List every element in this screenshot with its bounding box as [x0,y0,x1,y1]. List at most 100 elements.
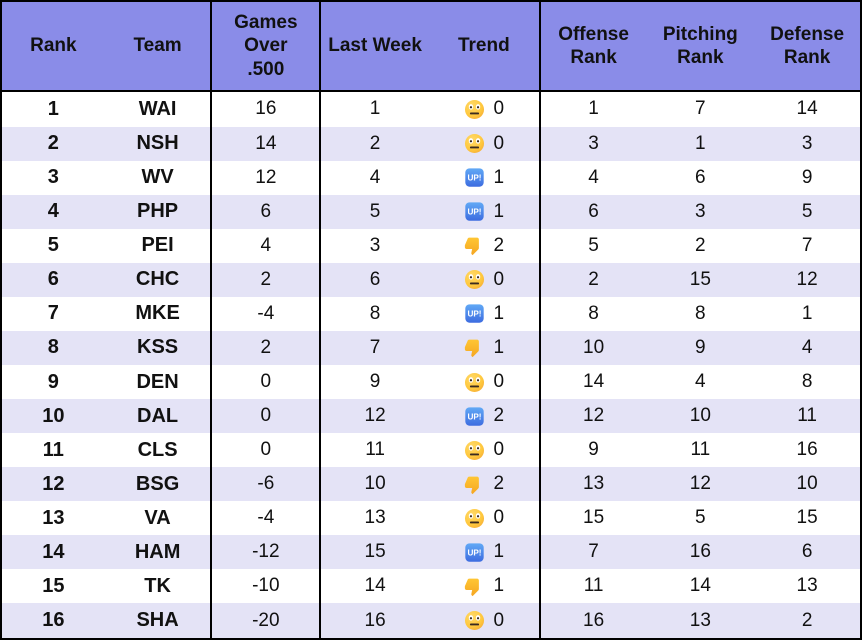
pitching-rank-cell: 10 [646,399,755,434]
up-button-icon [464,303,485,324]
trend-cell: 1 [428,160,541,195]
offense-rank-cell: 1 [588,98,599,120]
neutral-face-icon [464,269,485,290]
table-row: 7 MKE -4 8 1 8 8 1 [1,296,861,331]
offense-rank-cell: 12 [539,399,647,434]
pitching-rank-cell: 5 [695,507,706,529]
offense-rank-cell: 15 [583,507,605,529]
games-over-500-cell: 2 [211,262,322,297]
trend-value: 0 [493,507,505,529]
trend-value: 0 [493,98,505,120]
trend-indicator: 1 [429,337,539,359]
trend-cell: 1 [428,535,541,570]
table-row: 2 NSH 14 2 0 3 1 3 [1,126,861,161]
team-cell: HAM [104,535,213,570]
defense-rank-cell: 12 [754,262,861,297]
pitching-rank-cell: 12 [646,467,755,502]
table-row: 10 DAL 0 12 2 12 10 11 [1,399,861,434]
pitching-rank-cell: 13 [646,603,755,639]
defense-rank-cell: 16 [796,439,818,461]
col-header-team: Team [104,1,213,92]
last-week-cell: 6 [320,262,429,297]
col-header-games-over-500: Games Over .500 [211,1,322,92]
games-over-500-cell: 0 [211,364,322,400]
last-week-cell: 4 [369,166,381,188]
rank-cell: 13 [42,506,65,529]
rank-cell: 8 [1,330,105,365]
team-cell: MKE [104,296,213,331]
pitching-rank-cell: 3 [646,194,755,229]
trend-value: 1 [493,302,505,324]
rankings-body: 1 WAI 16 1 0 1 7 14 2 NSH 14 2 0 3 1 3 3… [1,91,861,639]
trend-indicator: 1 [429,201,539,223]
pitching-rank-cell: 14 [689,575,711,597]
table-row: 5 PEI 4 3 2 5 2 7 [1,228,861,263]
up-button-icon [464,542,485,563]
offense-rank-cell: 8 [588,302,599,324]
rank-cell: 11 [42,438,64,461]
trend-cell: 0 [428,262,541,297]
rank-cell: 6 [1,262,105,297]
last-week-cell: 8 [369,302,381,324]
table-row: 12 BSG -6 10 2 13 12 10 [1,467,861,502]
pitching-rank-cell: 7 [695,98,706,120]
pitching-rank-cell: 9 [646,330,755,365]
rank-cell: 4 [1,194,105,229]
team-cell: VA [104,501,213,536]
games-over-500-cell: 12 [211,160,322,195]
games-over-500-cell: -10 [211,569,322,604]
pitching-rank-cell: 8 [695,302,706,324]
last-week-cell: 11 [365,439,385,461]
table-row: 11 CLS 0 11 0 9 11 16 [1,433,861,468]
neutral-face-icon [464,133,485,154]
offense-rank-cell: 11 [583,575,604,597]
trend-cell: 1 [428,330,541,365]
trend-value: 1 [493,200,505,222]
table-row: 8 KSS 2 7 1 10 9 4 [1,330,861,365]
rank-cell: 12 [1,467,105,502]
team-cell: PEI [104,228,213,263]
pitching-rank-cell: 6 [695,166,706,188]
thumbs-down-icon [464,337,485,358]
team-cell: KSS [104,330,213,365]
last-week-cell: 16 [320,603,429,639]
trend-cell: 0 [428,501,541,536]
trend-value: 2 [493,234,505,256]
trend-cell: 0 [428,364,541,400]
col-header-offense-rank: Offense Rank [539,1,647,92]
offense-rank-cell: 6 [539,194,647,229]
last-week-cell: 14 [364,575,386,597]
trend-indicator: 2 [429,405,539,427]
defense-rank-cell: 10 [754,467,861,502]
trend-value: 1 [493,575,505,597]
defense-rank-cell: 14 [796,98,818,120]
rank-cell: 15 [42,574,65,597]
rank-cell: 5 [47,234,59,257]
team-cell: CHC [104,262,213,297]
up-button-icon [464,201,485,222]
neutral-face-icon [464,372,485,393]
offense-rank-cell: 9 [588,439,599,461]
trend-indicator: 2 [429,473,539,495]
table-row: 4 PHP 6 5 1 6 3 5 [1,194,861,229]
up-button-icon [464,406,485,427]
last-week-cell: 3 [369,234,381,256]
team-cell: NSH [104,126,213,161]
offense-rank-cell: 4 [588,166,599,188]
trend-value: 0 [493,439,505,461]
rank-cell: 3 [47,166,59,189]
team-cell: WAI [104,91,213,127]
trend-value: 0 [493,371,505,392]
team-cell: DEN [104,364,213,400]
offense-rank-cell: 16 [539,603,647,639]
defense-rank-cell: 11 [754,399,861,434]
last-week-cell: 9 [369,371,381,392]
thumbs-down-icon [464,474,485,495]
offense-rank-cell: 14 [583,371,605,392]
table-row: 16 SHA -20 16 0 16 13 2 [1,603,861,639]
trend-indicator: 0 [429,371,539,393]
games-over-500-cell: 6 [211,194,322,229]
last-week-cell: 1 [369,98,381,120]
trend-indicator: 0 [429,439,539,461]
